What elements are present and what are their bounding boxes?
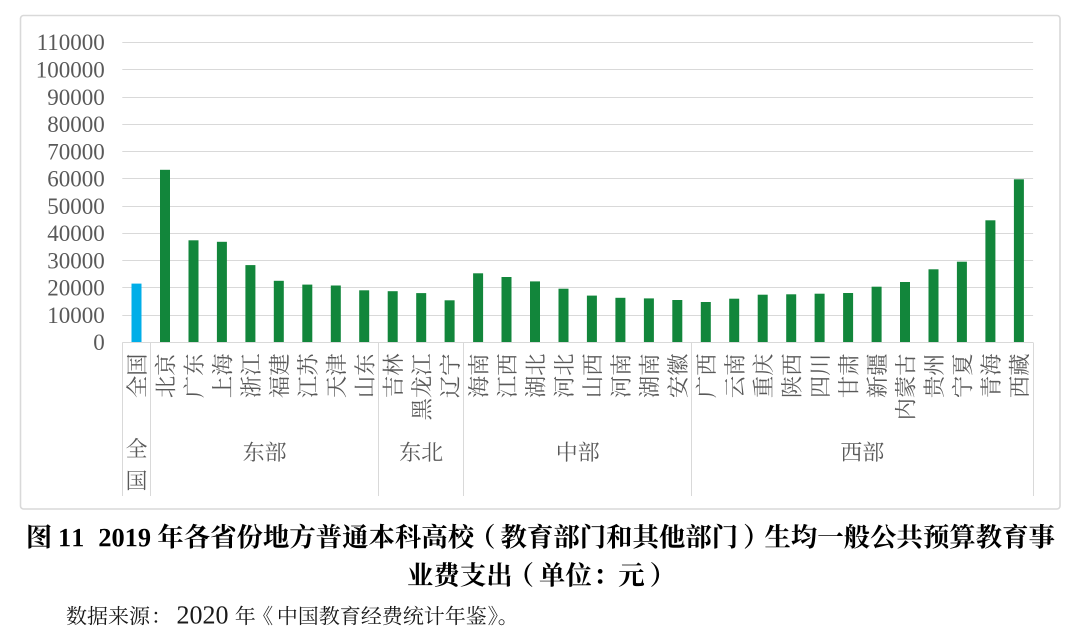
svg-text:20000: 20000 <box>47 276 105 301</box>
svg-text:80000: 80000 <box>47 112 105 137</box>
svg-text:100000: 100000 <box>36 58 105 83</box>
svg-text:50000: 50000 <box>47 194 105 219</box>
svg-text:0: 0 <box>93 330 105 355</box>
svg-text:40000: 40000 <box>47 221 105 246</box>
svg-text:110000: 110000 <box>37 30 105 55</box>
svg-text:60000: 60000 <box>47 167 105 192</box>
svg-text:90000: 90000 <box>47 85 105 110</box>
svg-text:10000: 10000 <box>47 303 105 328</box>
svg-text:70000: 70000 <box>47 139 105 164</box>
svg-text:30000: 30000 <box>47 248 105 273</box>
